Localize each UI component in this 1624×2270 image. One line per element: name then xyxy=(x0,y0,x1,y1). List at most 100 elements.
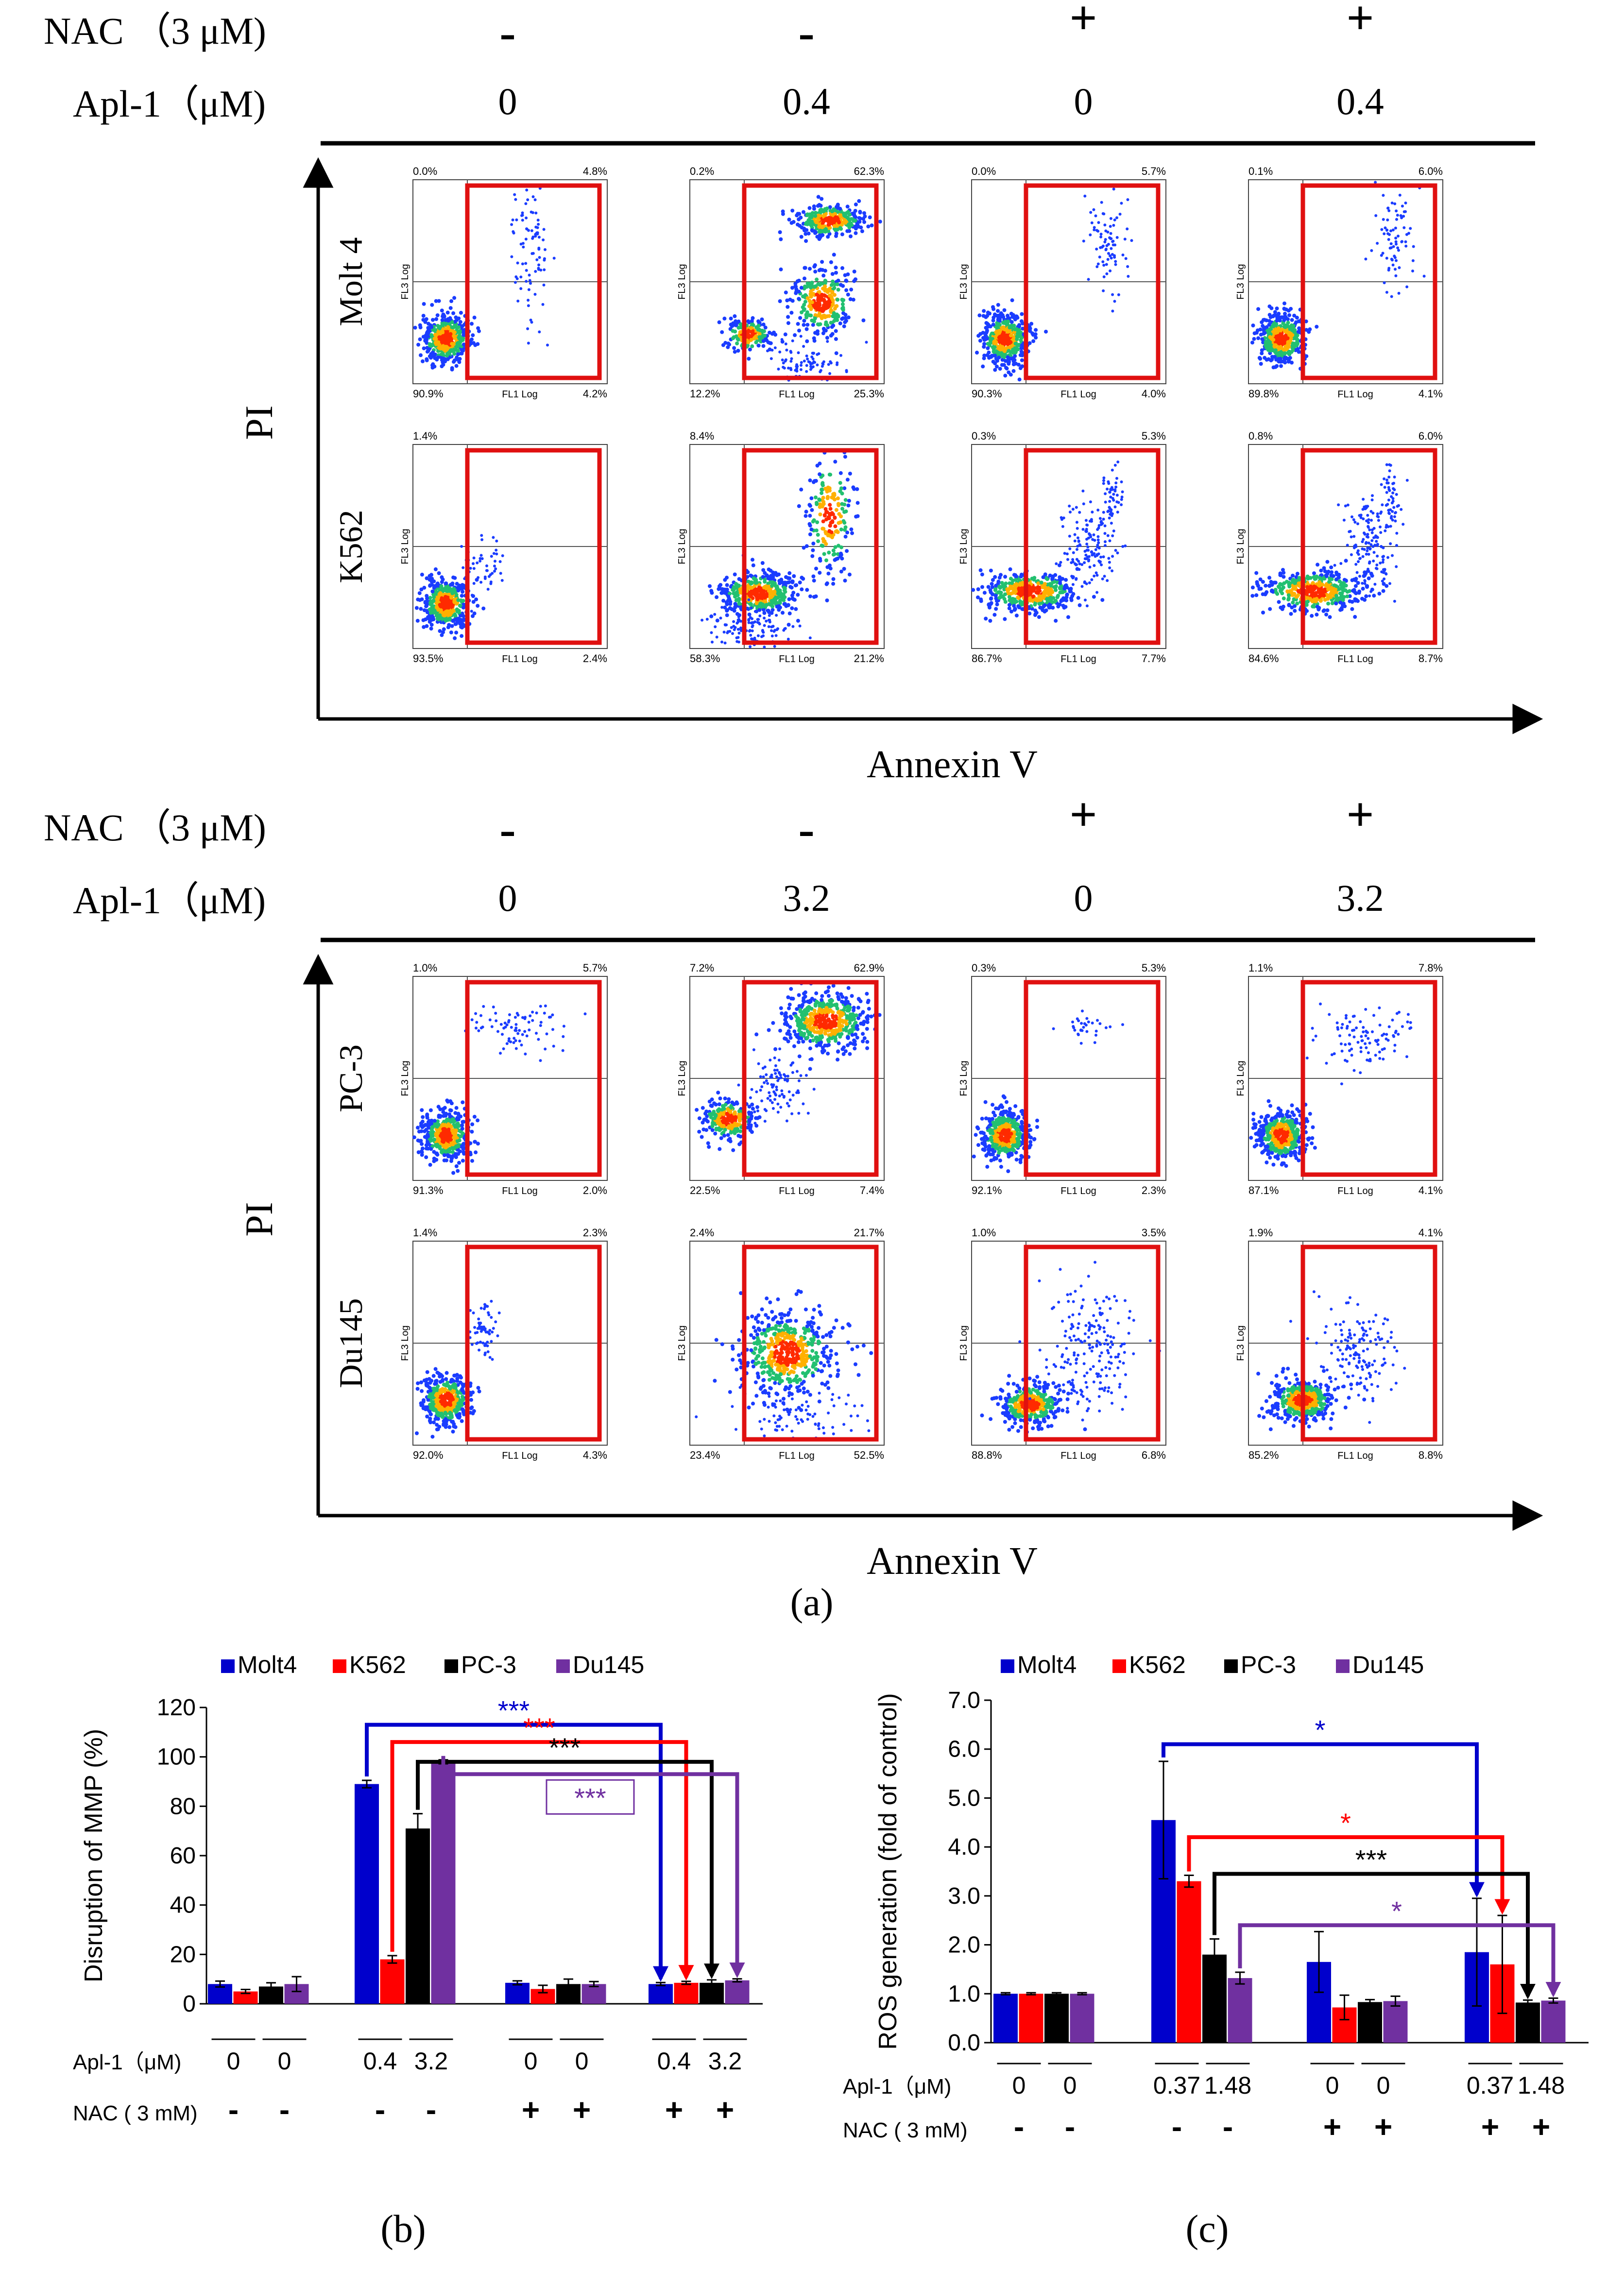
event-dot xyxy=(769,599,774,603)
event-dot xyxy=(767,589,771,593)
event-dot xyxy=(481,606,486,611)
event-dot xyxy=(733,572,737,577)
event-dot xyxy=(997,584,1002,589)
event-dot xyxy=(787,597,791,601)
event-dot xyxy=(1402,215,1405,218)
event-dot xyxy=(737,632,741,635)
event-dot xyxy=(1319,598,1323,602)
event-dot xyxy=(537,236,541,239)
event-dot xyxy=(1113,489,1117,493)
event-dot xyxy=(1386,206,1390,210)
event-dot xyxy=(1092,208,1095,211)
event-dot xyxy=(1398,266,1401,269)
event-dot xyxy=(1043,582,1047,586)
event-dot xyxy=(855,501,860,505)
event-dot xyxy=(1043,590,1047,594)
event-dot xyxy=(440,335,444,339)
event-dot xyxy=(452,359,456,364)
event-dot xyxy=(1106,534,1110,537)
event-dot xyxy=(1368,528,1371,531)
event-dot xyxy=(1250,585,1255,590)
event-dot xyxy=(1120,498,1123,501)
event-dot xyxy=(1337,579,1342,583)
event-dot xyxy=(1041,575,1045,580)
event-dot xyxy=(1277,585,1282,589)
event-dot xyxy=(486,588,490,591)
event-dot xyxy=(750,319,754,323)
event-dot xyxy=(795,370,799,373)
event-dot xyxy=(1102,476,1106,479)
event-dot xyxy=(522,245,525,249)
event-dot xyxy=(1006,319,1010,324)
event-dot xyxy=(762,634,765,637)
event-dot xyxy=(1051,575,1055,580)
event-dot xyxy=(543,258,546,262)
event-dot xyxy=(1087,558,1091,562)
event-dot xyxy=(780,597,785,602)
quadrant-ll-pct: 90.3% xyxy=(972,388,1002,400)
event-dot xyxy=(1290,318,1294,322)
event-dot xyxy=(525,280,528,283)
event-dot xyxy=(438,613,442,617)
event-dot xyxy=(1100,520,1103,523)
event-dot xyxy=(1055,562,1058,565)
event-dot xyxy=(446,325,450,329)
event-dot xyxy=(812,304,816,308)
event-dot xyxy=(428,611,433,615)
event-dot xyxy=(721,598,726,603)
event-dot xyxy=(427,347,431,351)
event-dot xyxy=(1397,235,1400,238)
quadrant-ul-pct: 0.0% xyxy=(972,165,996,177)
event-dot xyxy=(802,345,805,348)
event-dot xyxy=(850,531,854,535)
event-dot xyxy=(709,589,714,593)
event-dot xyxy=(1321,590,1325,595)
event-dot xyxy=(1273,580,1278,585)
event-dot xyxy=(1035,597,1039,601)
event-dot xyxy=(747,613,752,616)
event-dot xyxy=(784,342,787,345)
event-dot xyxy=(1366,549,1369,552)
event-dot xyxy=(1109,269,1112,273)
event-dot xyxy=(723,641,727,645)
event-dot xyxy=(857,199,861,203)
event-dot xyxy=(1394,226,1397,230)
event-dot xyxy=(1364,594,1368,598)
event-dot xyxy=(772,589,777,594)
event-dot xyxy=(1056,604,1060,609)
event-dot xyxy=(1101,212,1105,215)
event-dot xyxy=(757,335,762,339)
event-dot xyxy=(1105,263,1108,266)
event-dot xyxy=(720,330,724,334)
event-dot xyxy=(1268,343,1272,348)
event-dot xyxy=(725,608,730,612)
event-dot xyxy=(1096,535,1100,538)
event-dot xyxy=(1389,242,1393,245)
event-dot xyxy=(1115,216,1118,220)
event-dot xyxy=(1275,319,1279,323)
event-dot xyxy=(766,340,770,344)
event-dot xyxy=(854,277,857,281)
event-dot xyxy=(846,503,851,508)
event-dot xyxy=(1100,245,1104,249)
quadrant-ll-pct: 58.3% xyxy=(690,652,720,665)
event-dot xyxy=(731,632,734,635)
event-dot xyxy=(455,601,459,606)
event-dot xyxy=(533,198,537,202)
event-dot xyxy=(992,613,997,617)
event-dot xyxy=(1282,596,1286,600)
event-dot xyxy=(542,238,545,241)
event-dot xyxy=(434,317,439,321)
event-dot xyxy=(1054,618,1058,623)
event-dot xyxy=(1396,214,1399,217)
event-dot xyxy=(825,496,830,500)
event-dot xyxy=(790,580,795,583)
event-dot xyxy=(1398,193,1402,197)
event-dot xyxy=(750,606,753,610)
event-dot xyxy=(1386,232,1389,235)
fl1-axis-tick: FL1 Log xyxy=(1060,389,1096,400)
event-dot xyxy=(493,564,496,568)
event-dot xyxy=(450,604,454,609)
quadrant-ur-pct: 4.8% xyxy=(583,165,607,177)
